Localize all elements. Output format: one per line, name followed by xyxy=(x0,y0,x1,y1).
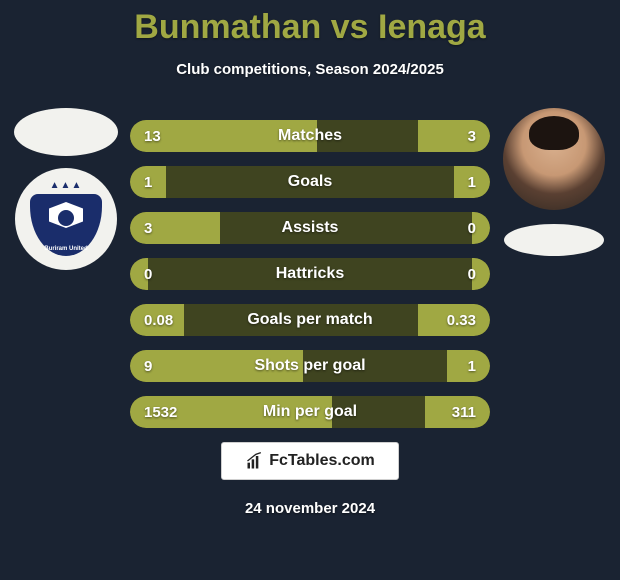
stat-right-fill xyxy=(454,166,490,198)
left-player-column: ▲▲▲ Buriram United xyxy=(8,108,124,270)
stat-left-fill xyxy=(130,120,317,152)
stat-bars-container: 133Matches 11Goals 30Assists 00Hattricks 0.0… xyxy=(130,120,490,442)
right-club-badge-placeholder xyxy=(504,224,604,256)
stat-right-fill xyxy=(418,120,490,152)
stat-right-fill xyxy=(447,350,490,382)
stat-left-fill xyxy=(130,166,166,198)
stat-row: 11Goals xyxy=(130,166,490,198)
stat-right-fill xyxy=(472,258,490,290)
stat-right-fill xyxy=(418,304,490,336)
stat-right-fill xyxy=(425,396,490,428)
stat-row: 1532311Min per goal xyxy=(130,396,490,428)
stat-left-fill xyxy=(130,304,184,336)
stat-label: Hattricks xyxy=(130,258,490,290)
chart-icon xyxy=(245,451,265,471)
comparison-subtitle: Club competitions, Season 2024/2025 xyxy=(0,61,620,78)
right-player-column xyxy=(496,108,612,256)
left-player-photo-placeholder xyxy=(14,108,118,156)
comparison-date: 24 november 2024 xyxy=(0,500,620,517)
left-club-name: Buriram United xyxy=(44,246,87,252)
left-club-badge: ▲▲▲ Buriram United xyxy=(15,168,117,270)
stat-right-fill xyxy=(472,212,490,244)
comparison-title: Bunmathan vs Ienaga xyxy=(0,0,620,47)
stat-row: 00Hattricks xyxy=(130,258,490,290)
stat-label: Goals xyxy=(130,166,490,198)
stat-row: 133Matches xyxy=(130,120,490,152)
stat-left-fill xyxy=(130,258,148,290)
buriram-crest-icon: ▲▲▲ Buriram United xyxy=(30,180,102,258)
stat-left-fill xyxy=(130,350,303,382)
stat-left-fill xyxy=(130,396,332,428)
branding-text: FcTables.com xyxy=(269,452,375,470)
right-player-photo xyxy=(503,108,605,210)
branding-badge[interactable]: FcTables.com xyxy=(221,442,399,480)
stat-row: 91Shots per goal xyxy=(130,350,490,382)
stat-row: 0.080.33Goals per match xyxy=(130,304,490,336)
stat-left-fill xyxy=(130,212,220,244)
stat-row: 30Assists xyxy=(130,212,490,244)
